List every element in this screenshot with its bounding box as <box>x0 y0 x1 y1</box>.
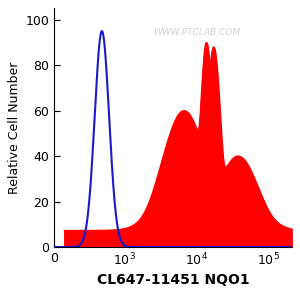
Y-axis label: Relative Cell Number: Relative Cell Number <box>8 61 21 194</box>
Text: WWW.PTCLAB.COM: WWW.PTCLAB.COM <box>153 28 240 37</box>
X-axis label: CL647-11451 NQO1: CL647-11451 NQO1 <box>97 273 249 287</box>
